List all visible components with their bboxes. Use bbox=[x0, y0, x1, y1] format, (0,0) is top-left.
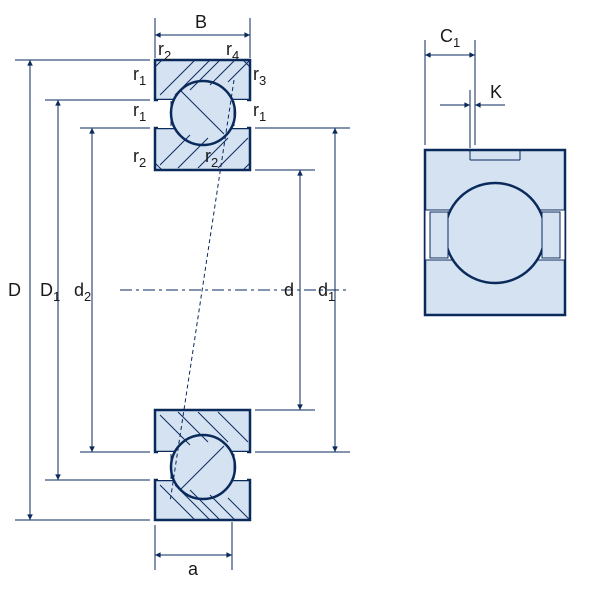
label-D1: D1 bbox=[40, 280, 60, 304]
label-C1: C1 bbox=[440, 26, 460, 50]
label-d1: d1 bbox=[318, 280, 335, 304]
label-d2: d2 bbox=[74, 280, 91, 304]
bearing-diagram: r1 r1 r2 r2 r4 r3 r1 r2 B D D1 d2 d d1 a… bbox=[0, 0, 600, 600]
label-d: d bbox=[284, 280, 294, 300]
svg-text:r1: r1 bbox=[133, 100, 146, 124]
label-B: B bbox=[195, 12, 207, 32]
right-labels: C1 K bbox=[440, 26, 502, 102]
svg-text:r2: r2 bbox=[133, 146, 146, 170]
left-cross-section bbox=[15, 18, 350, 570]
label-K: K bbox=[490, 82, 502, 102]
label-D: D bbox=[8, 280, 21, 300]
label-a: a bbox=[188, 559, 199, 579]
svg-text:r1: r1 bbox=[133, 64, 146, 88]
svg-text:r1: r1 bbox=[253, 100, 266, 124]
svg-text:r3: r3 bbox=[253, 64, 266, 88]
